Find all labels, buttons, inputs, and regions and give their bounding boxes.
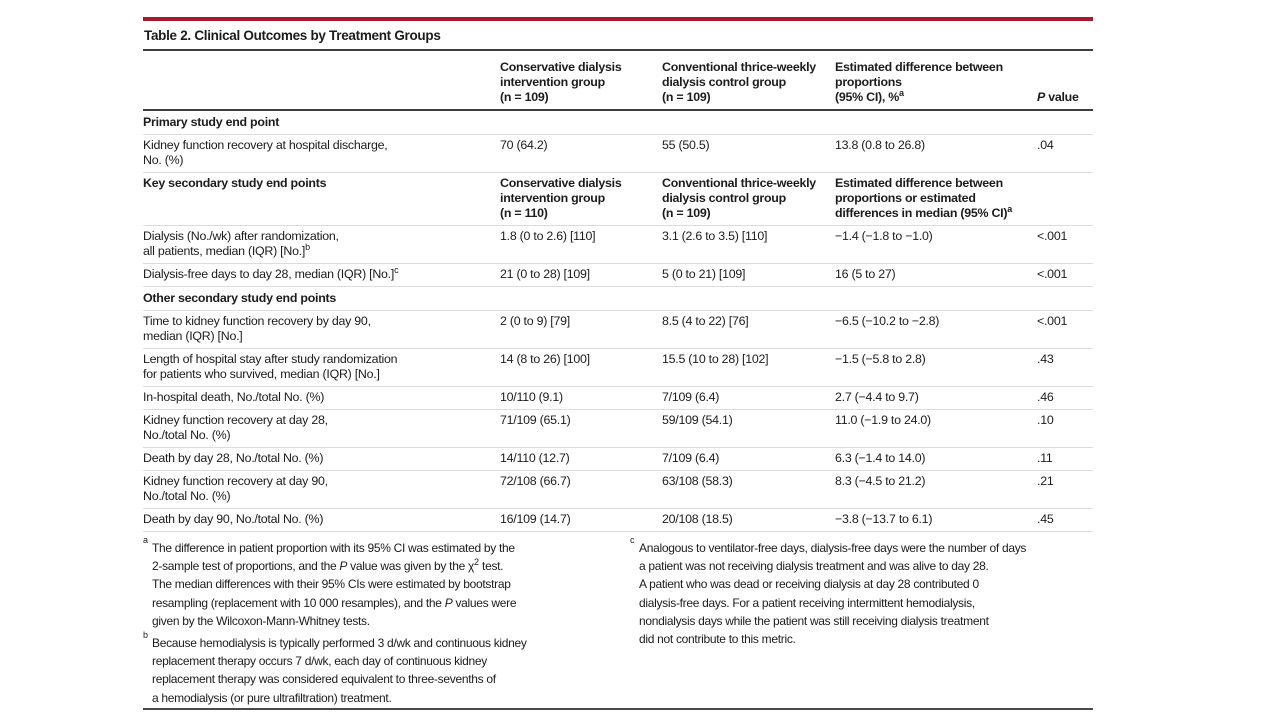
table-row: Length of hospital stay after study rand… xyxy=(143,349,1093,387)
footnotes-left-column: a The difference in patient proportion w… xyxy=(143,535,630,707)
row-label: Time to kidney function recovery by day … xyxy=(143,314,371,343)
section-label: Other secondary study end points xyxy=(143,291,337,305)
cell-p-value: .21 xyxy=(1037,474,1054,488)
cell-conservative: 1.8 (0 to 2.6) [110] xyxy=(500,229,596,243)
table-row: Dialysis (No./wk) after randomization, a… xyxy=(143,226,1093,264)
cell-conservative: 72/108 (66.7) xyxy=(500,474,571,488)
cell-conservative: 10/110 (9.1) xyxy=(500,390,563,404)
row-label: Dialysis-free days to day 28, median (IQ… xyxy=(143,264,399,281)
cell-conservative: 70 (64.2) xyxy=(500,138,548,152)
footnote-c: c Analogous to ventilator-free days, dia… xyxy=(630,535,1093,648)
table-row: Kidney function recovery at day 28, No./… xyxy=(143,410,1093,448)
cell-conservative: 71/109 (65.1) xyxy=(500,413,571,427)
header-empty-cell xyxy=(143,60,500,105)
subheader-estimated-difference: Estimated difference between proportions… xyxy=(835,176,1013,220)
cell-conservative: 21 (0 to 28) [109] xyxy=(500,267,590,281)
cell-p-value: .43 xyxy=(1037,352,1054,366)
footnote-c-marker: c xyxy=(630,535,635,545)
footnote-b: b Because hemodialysis is typically perf… xyxy=(143,630,630,707)
table-row: Kidney function recovery at day 90, No./… xyxy=(143,471,1093,509)
cell-conventional: 63/108 (58.3) xyxy=(662,474,733,488)
cell-p-value: .11 xyxy=(1037,451,1053,465)
row-label: In-hospital death, No./total No. (%) xyxy=(143,390,325,404)
header-conventional-group: Conventional thrice-weekly dialysis cont… xyxy=(662,60,816,104)
footnote-c-text: Analogous to ventilator-free days, dialy… xyxy=(639,541,1027,647)
section-primary-endpoint: Primary study end point xyxy=(143,111,1093,135)
cell-conservative: 14 (8 to 26) [100] xyxy=(500,352,590,366)
cell-p-value: .46 xyxy=(1037,390,1054,404)
cell-difference: 2.7 (−4.4 to 9.7) xyxy=(835,390,919,404)
table-row: Kidney function recovery at hospital dis… xyxy=(143,135,1093,173)
cell-difference: 8.3 (−4.5 to 21.2) xyxy=(835,474,926,488)
footnote-b-marker: b xyxy=(143,630,149,641)
bottom-rule xyxy=(143,708,1093,710)
row-label: Kidney function recovery at day 90, No./… xyxy=(143,474,328,503)
cell-p-value: .10 xyxy=(1037,413,1054,427)
row-label: Dialysis (No./wk) after randomization, a… xyxy=(143,229,339,258)
cell-conventional: 3.1 (2.6 to 3.5) [110] xyxy=(662,229,768,243)
cell-p-value: .04 xyxy=(1037,138,1054,152)
cell-conservative: 16/109 (14.7) xyxy=(500,512,571,526)
clinical-outcomes-table: Table 2. Clinical Outcomes by Treatment … xyxy=(143,0,1093,710)
table-header-row: Conservative dialysis intervention group… xyxy=(143,51,1093,111)
footnote-a: a The difference in patient proportion w… xyxy=(143,535,630,630)
footnote-a-text: The difference in patient proportion wit… xyxy=(152,541,517,628)
footnote-a-marker: a xyxy=(143,535,149,545)
cell-conventional: 59/109 (54.1) xyxy=(662,413,733,427)
cell-difference: 6.3 (−1.4 to 14.0) xyxy=(835,451,926,465)
cell-conventional: 8.5 (4 to 22) [76] xyxy=(662,314,749,328)
cell-difference: −1.5 (−5.8 to 2.8) xyxy=(835,352,926,366)
table-title: Table 2. Clinical Outcomes by Treatment … xyxy=(143,21,1093,51)
cell-conventional: 20/108 (18.5) xyxy=(662,512,733,526)
row-label: Length of hospital stay after study rand… xyxy=(143,352,398,381)
cell-conventional: 7/109 (6.4) xyxy=(662,390,720,404)
section-other-secondary-endpoints: Other secondary study end points xyxy=(143,287,1093,311)
cell-difference: 16 (5 to 27) xyxy=(835,267,896,281)
row-label: Kidney function recovery at day 28, No./… xyxy=(143,413,328,442)
cell-difference: 13.8 (0.8 to 26.8) xyxy=(835,138,925,152)
cell-p-value: <.001 xyxy=(1037,267,1068,281)
cell-difference: −3.8 (−13.7 to 6.1) xyxy=(835,512,933,526)
row-label: Kidney function recovery at hospital dis… xyxy=(143,138,388,167)
cell-difference: −6.5 (−10.2 to −2.8) xyxy=(835,314,940,328)
table-row: In-hospital death, No./total No. (%) 10/… xyxy=(143,387,1093,410)
subheader-conventional-group: Conventional thrice-weekly dialysis cont… xyxy=(662,176,816,220)
table-row: Dialysis-free days to day 28, median (IQ… xyxy=(143,264,1093,287)
header-conservative-group: Conservative dialysis intervention group… xyxy=(500,60,622,104)
cell-conventional: 5 (0 to 21) [109] xyxy=(662,267,746,281)
cell-conventional: 55 (50.5) xyxy=(662,138,710,152)
section-key-secondary-endpoints: Key secondary study end points Conservat… xyxy=(143,173,1093,226)
row-label: Death by day 28, No./total No. (%) xyxy=(143,451,324,465)
cell-difference: 11.0 (−1.9 to 24.0) xyxy=(835,413,931,427)
section-label: Primary study end point xyxy=(143,115,280,129)
row-label: Death by day 90, No./total No. (%) xyxy=(143,512,324,526)
subheader-empty-cell xyxy=(1037,176,1093,221)
footnote-b-text: Because hemodialysis is typically perfor… xyxy=(152,636,527,705)
subheader-conservative-group: Conservative dialysis intervention group… xyxy=(500,176,622,220)
cell-conservative: 2 (0 to 9) [79] xyxy=(500,314,570,328)
footnotes-right-column: c Analogous to ventilator-free days, dia… xyxy=(630,535,1093,707)
footnotes: a The difference in patient proportion w… xyxy=(143,535,1093,707)
table-row: Death by day 90, No./total No. (%) 16/10… xyxy=(143,509,1093,532)
cell-conventional: 15.5 (10 to 28) [102] xyxy=(662,352,769,366)
cell-conventional: 7/109 (6.4) xyxy=(662,451,720,465)
section-label: Key secondary study end points xyxy=(143,176,327,190)
table-row: Death by day 28, No./total No. (%) 14/11… xyxy=(143,448,1093,471)
cell-p-value: .45 xyxy=(1037,512,1054,526)
table-row: Time to kidney function recovery by day … xyxy=(143,311,1093,349)
cell-conservative: 14/110 (12.7) xyxy=(500,451,570,465)
cell-p-value: <.001 xyxy=(1037,229,1068,243)
header-p-value: P value xyxy=(1037,90,1079,104)
accent-rule xyxy=(143,17,1093,21)
cell-p-value: <.001 xyxy=(1037,314,1068,328)
header-estimated-difference: Estimated difference between proportions… xyxy=(835,60,1003,104)
cell-difference: −1.4 (−1.8 to −1.0) xyxy=(835,229,933,243)
